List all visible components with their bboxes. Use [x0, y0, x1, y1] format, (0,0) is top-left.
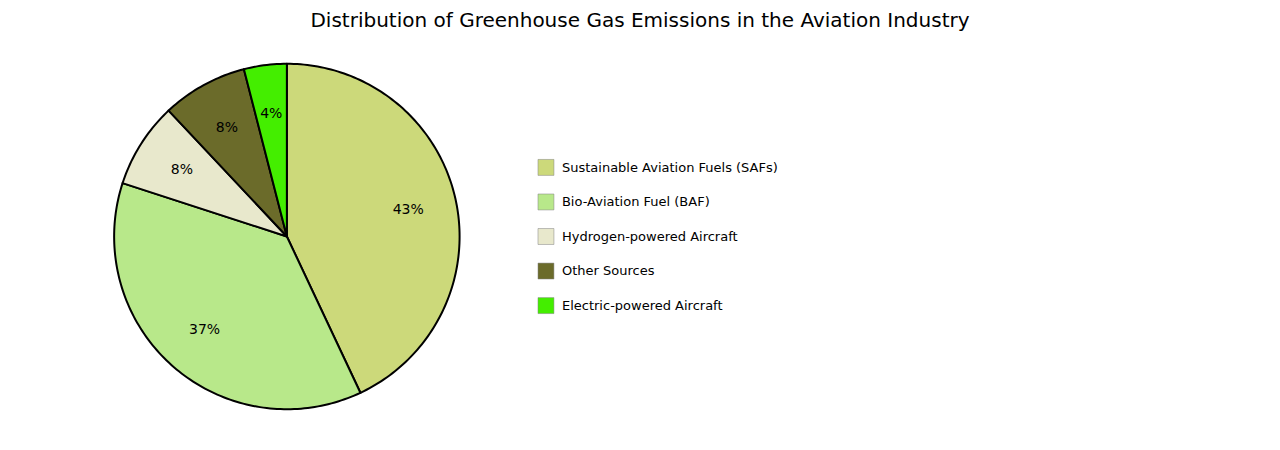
- svg-text:8%: 8%: [171, 161, 193, 177]
- svg-text:8%: 8%: [216, 119, 238, 135]
- svg-text:43%: 43%: [393, 201, 424, 217]
- svg-text:Hydrogen-powered Aircraft: Hydrogen-powered Aircraft: [562, 229, 738, 244]
- svg-text:Sustainable Aviation Fuels (SA: Sustainable Aviation Fuels (SAFs): [562, 160, 778, 175]
- svg-text:4%: 4%: [260, 105, 282, 121]
- svg-text:Other Sources: Other Sources: [562, 263, 655, 278]
- svg-text:Bio-Aviation Fuel (BAF): Bio-Aviation Fuel (BAF): [562, 194, 710, 209]
- html-text:Distribution of Greenhouse Gas: Distribution of Greenhouse Gas Emissions…: [310, 8, 970, 32]
- svg-text:Electric-powered Aircraft: Electric-powered Aircraft: [562, 298, 723, 313]
- svg-text:37%: 37%: [189, 321, 220, 337]
